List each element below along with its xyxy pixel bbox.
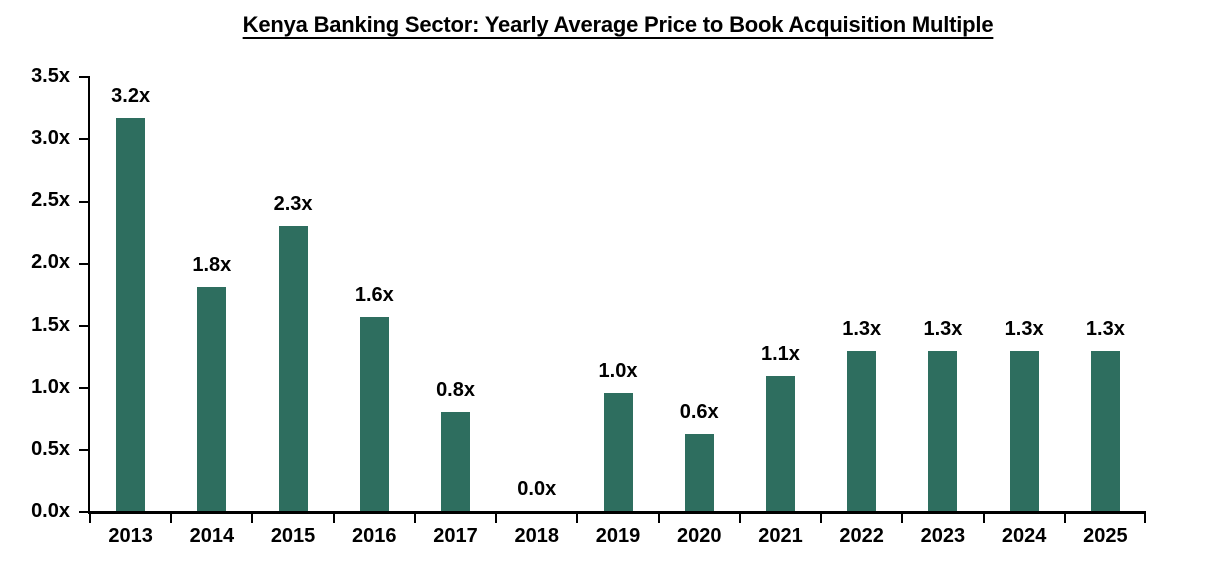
bar-2024 xyxy=(1009,350,1039,511)
bar-2016 xyxy=(359,317,389,511)
x-axis-tick xyxy=(982,511,985,523)
y-axis-line xyxy=(87,76,90,514)
y-tick-label: 3.0x xyxy=(31,127,70,150)
x-axis-tick xyxy=(251,511,254,523)
x-axis-tick xyxy=(657,511,660,523)
bar-value-label-2023: 1.3x xyxy=(923,317,963,340)
y-tick-label: 0.5x xyxy=(31,437,70,460)
x-axis-tick xyxy=(576,511,579,523)
x-axis-line xyxy=(87,511,1146,514)
chart-title-row: Kenya Banking Sector: Yearly Average Pri… xyxy=(90,12,1146,38)
y-axis-tick xyxy=(78,138,88,141)
x-axis-tick xyxy=(738,511,741,523)
x-axis-tick xyxy=(413,511,416,523)
x-tick-label-2025: 2025 xyxy=(1083,525,1128,547)
x-tick-label-2023: 2023 xyxy=(920,525,966,547)
x-tick-label-2017: 2017 xyxy=(433,525,478,547)
bar-2022 xyxy=(847,350,877,511)
bar-2025 xyxy=(1090,350,1120,511)
x-tick-label-2024: 2024 xyxy=(1001,525,1047,547)
bar-value-label-2022: 1.3x xyxy=(842,317,882,340)
y-axis-tick xyxy=(78,200,88,203)
y-axis-tick xyxy=(78,449,88,452)
x-axis-tick xyxy=(1144,511,1146,523)
bar-2021 xyxy=(765,375,795,511)
y-tick-label: 2.0x xyxy=(31,251,70,274)
y-tick-label: 1.5x xyxy=(31,313,70,336)
bar-value-label-2020: 0.6x xyxy=(679,400,719,423)
bar-value-label-2019: 1.0x xyxy=(598,359,638,382)
y-axis-tick xyxy=(78,262,88,265)
bar-2019 xyxy=(603,392,633,511)
bar-value-label-2024: 1.3x xyxy=(1004,317,1044,340)
x-axis-tick xyxy=(1063,511,1066,523)
x-tick-label-2018: 2018 xyxy=(514,525,560,547)
x-tick-label-2019: 2019 xyxy=(595,525,641,547)
bar-2015 xyxy=(278,226,308,511)
y-tick-label: 3.5x xyxy=(31,65,70,87)
x-tick-label-2014: 2014 xyxy=(189,525,235,547)
x-axis-tick xyxy=(820,511,823,523)
bar-value-label-2018: 0.0x xyxy=(517,478,557,500)
bar-value-label-2021: 1.1x xyxy=(760,342,800,365)
bar-value-label-2016: 1.6x xyxy=(354,284,394,307)
bar-2020 xyxy=(684,433,714,511)
x-tick-label-2020: 2020 xyxy=(676,525,722,547)
x-tick-label-2022: 2022 xyxy=(839,525,884,547)
bar-value-label-2025: 1.3x xyxy=(1085,317,1125,340)
y-tick-label: 0.0x xyxy=(31,500,70,522)
bar-value-label-2017: 0.8x xyxy=(436,378,475,401)
x-axis-tick xyxy=(89,511,91,523)
y-tick-label: 2.5x xyxy=(31,189,70,212)
bar-2017 xyxy=(441,411,471,511)
x-axis-tick xyxy=(901,511,904,523)
x-tick-label-2016: 2016 xyxy=(352,525,397,547)
y-axis-tick xyxy=(78,386,88,389)
x-axis-tick xyxy=(495,511,498,523)
x-tick-label-2021: 2021 xyxy=(758,525,803,547)
y-tick-label: 1.0x xyxy=(31,375,70,398)
bar-value-label-2014: 1.8x xyxy=(192,254,232,277)
bar-value-label-2015: 2.3x xyxy=(273,193,313,216)
y-axis-tick xyxy=(78,324,88,327)
bar-value-label-2013: 3.2x xyxy=(111,85,151,108)
bar-2014 xyxy=(197,287,227,511)
x-axis-tick xyxy=(332,511,335,523)
bar-2023 xyxy=(928,350,958,511)
x-axis-tick xyxy=(170,511,173,523)
chart-title: Kenya Banking Sector: Yearly Average Pri… xyxy=(242,12,994,37)
y-axis-tick xyxy=(78,76,88,79)
x-tick-label-2013: 2013 xyxy=(108,525,153,547)
x-tick-label-2015: 2015 xyxy=(270,525,316,547)
bar-2013 xyxy=(116,118,146,511)
y-axis-tick xyxy=(78,511,88,514)
